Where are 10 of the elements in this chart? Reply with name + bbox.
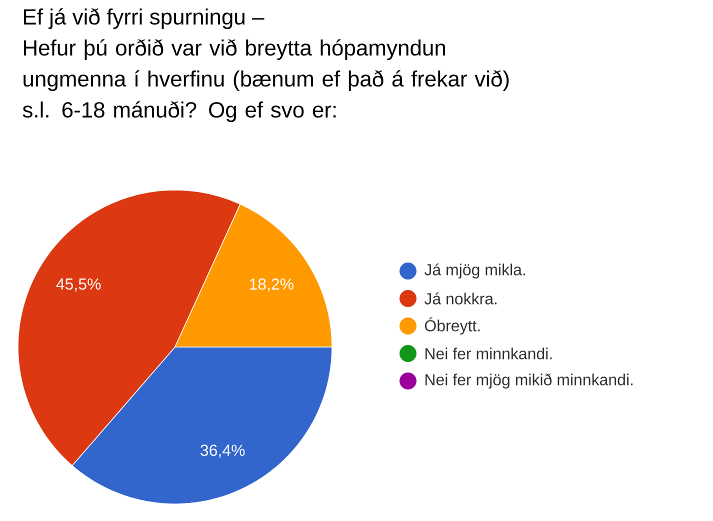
legend-label: Nei fer minnkandi.: [426, 348, 552, 360]
legend-label: Óbreytt.: [424, 317, 480, 335]
data-label: 45,5%: [56, 278, 101, 292]
legend-label: Já nokkra.: [424, 292, 497, 304]
data-label: 36,4%: [200, 444, 245, 458]
legend-label: Já mjög mikla.: [424, 263, 525, 279]
chart-subtitle: Hefur þú orðið var við breytta hópamyndun ungmenna í hverfinu (bænum ef það á frekar við) s.l. 6-18 mánuði? Og ef svo er:: [22, 39, 509, 122]
chart-title: Ef já við fyrri spurningu –: [24, 8, 264, 30]
legend-label: Nei fer mjög mikið minnkandi.: [426, 373, 633, 389]
data-label: 18,2%: [250, 278, 294, 292]
